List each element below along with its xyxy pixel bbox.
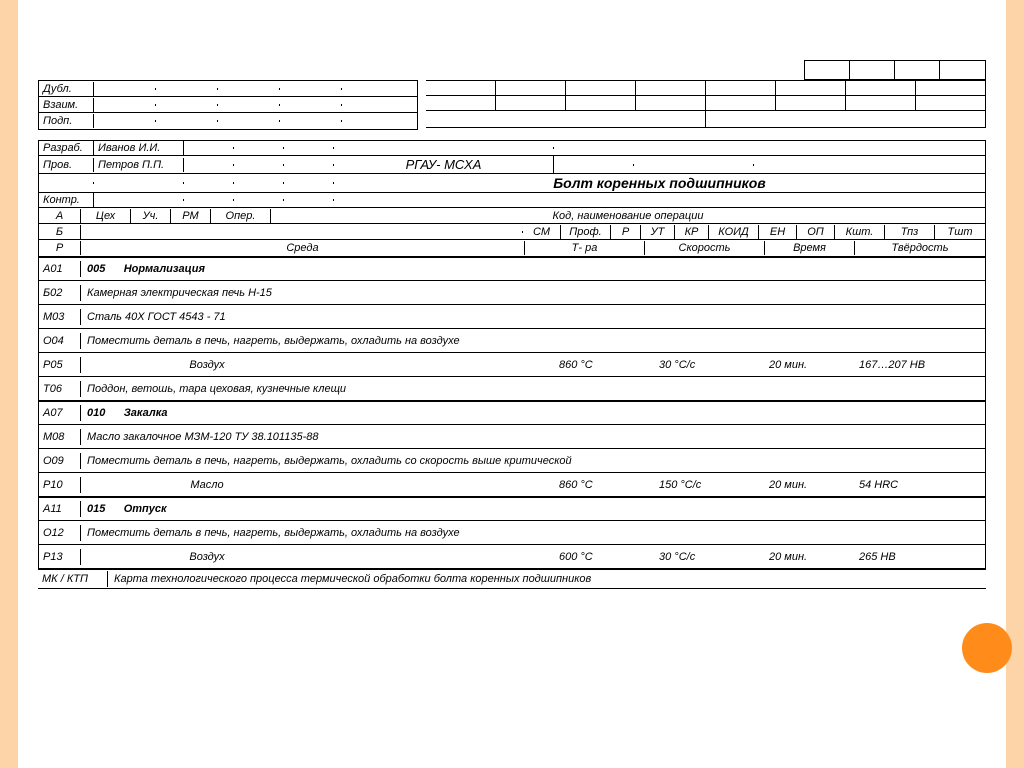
operation-row: Р13Воздух600 °С30 °С/с20 мин.265 НВ [39,545,985,569]
row-code: О12 [39,525,81,541]
row-text: Масло закалочное МЗМ-120 ТУ 38.101135-88 [81,429,985,445]
footer-code: МК / КТП [38,571,108,587]
value-razrab: Иванов И.И. [94,141,184,155]
decor-left-bar [0,0,18,768]
colhdr-kr: КР [675,225,709,239]
row-code: А07 [39,405,81,421]
org-name: РГАУ- МСХА [334,156,554,173]
row-code: О09 [39,453,81,469]
label-vzaim: Взаим. [39,98,94,112]
colhdr-en: ЕН [759,225,797,239]
colhdr-R: Р [39,241,81,255]
process-card-document: Дубл. Взаим. Подп. Разраб. [38,80,986,589]
decor-circle [962,623,1012,673]
operation-row: М08Масло закалочное МЗМ-120 ТУ 38.101135… [39,425,985,449]
row-code: М08 [39,429,81,445]
colhdr-ksht: Кшт. [835,225,885,239]
operation-row: Р10Масло860 °С150 °С/с20 мин.54 HRC [39,473,985,497]
colhdr-oper: Опер. [211,209,271,223]
row-op-header: 015 Отпуск [81,501,985,517]
row-code: Р05 [39,357,81,373]
row-code: М03 [39,309,81,325]
row-text: Поместить деталь в печь, нагреть, выдерж… [81,525,985,541]
operation-row: Т06Поддон, ветошь, тара цеховая, кузнечн… [39,377,985,401]
row-text: Камерная электрическая печь Н-15 [81,285,985,301]
colhdr-r: Р [611,225,641,239]
operation-row: А11015 Отпуск [39,497,985,521]
colhdr-B: Б [39,225,81,239]
row-text: Поддон, ветошь, тара цеховая, кузнечные … [81,381,985,397]
operations-table: А01005 НормализацияБ02Камерная электриче… [38,257,986,569]
label-podp: Подп. [39,114,94,128]
row-code: Т06 [39,381,81,397]
footer-text: Карта технологического процесса термичес… [108,571,986,587]
operation-row: А07010 Закалка [39,401,985,425]
label-razrab: Разраб. [39,141,94,155]
colhdr-tsht: Тшт [935,225,985,239]
row-code: Р10 [39,477,81,493]
row-op-header: 010 Закалка [81,405,985,421]
row-text: Сталь 40Х ГОСТ 4543 - 71 [81,309,985,325]
label-dubl: Дубл. [39,82,94,96]
colhdr-prof: Проф. [561,225,611,239]
colhdr-tverdost: Твёрдость [855,241,985,255]
colhdr-kod: Код, наименование операции [271,209,985,223]
row-text: Поместить деталь в печь, нагреть, выдерж… [81,453,985,469]
operation-row: О09Поместить деталь в печь, нагреть, выд… [39,449,985,473]
colhdr-skorost: Скорость [645,241,765,255]
operation-row: А01005 Нормализация [39,257,985,281]
row-op-header: 005 Нормализация [81,261,985,277]
colhdr-sm: СМ [523,225,561,239]
operation-row: Б02Камерная электрическая печь Н-15 [39,281,985,305]
row-code: А01 [39,261,81,277]
operation-row: О04Поместить деталь в печь, нагреть, выд… [39,329,985,353]
colhdr-A: А [39,209,81,223]
colhdr-tpz: Тпз [885,225,935,239]
row-text: Поместить деталь в печь, нагреть, выдерж… [81,333,985,349]
colhdr-tseh: Цех [81,209,131,223]
row-code: Б02 [39,285,81,301]
label-kontr: Контр. [39,193,94,207]
row-code: А11 [39,501,81,517]
colhdr-op: ОП [797,225,835,239]
operation-row: Р05Воздух860 °С30 °С/с20 мин.167…207 НВ [39,353,985,377]
row-code: О04 [39,333,81,349]
colhdr-koid: КОИД [709,225,759,239]
operation-row: О12Поместить деталь в печь, нагреть, выд… [39,521,985,545]
label-prov: Пров. [39,158,94,172]
row-params: Воздух600 °С30 °С/с20 мин.265 НВ [81,549,985,565]
value-prov: Петров П.П. [94,158,184,172]
row-code: Р13 [39,549,81,565]
colhdr-sreda: Среда [81,241,525,255]
colhdr-ut: УТ [641,225,675,239]
part-title: Болт коренных подшипников [334,174,985,192]
operation-row: М03Сталь 40Х ГОСТ 4543 - 71 [39,305,985,329]
row-params: Масло860 °С150 °С/с20 мин.54 HRC [81,477,985,493]
colhdr-rm: РМ [171,209,211,223]
colhdr-tra: Т- ра [525,241,645,255]
row-params: Воздух860 °С30 °С/с20 мин.167…207 НВ [81,357,985,373]
colhdr-vremya: Время [765,241,855,255]
colhdr-uch: Уч. [131,209,171,223]
